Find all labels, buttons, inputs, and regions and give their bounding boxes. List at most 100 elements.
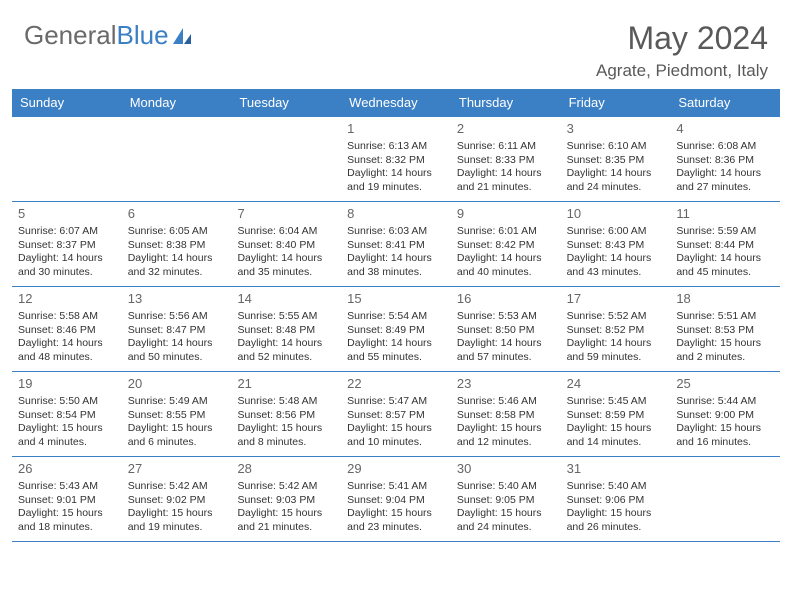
daylight-line: Daylight: 14 hours and 38 minutes.	[347, 252, 445, 279]
logo-sail-icon	[171, 26, 193, 46]
sunrise-line: Sunrise: 5:55 AM	[237, 310, 335, 324]
sunset-line: Sunset: 8:46 PM	[18, 324, 116, 338]
sunset-line: Sunset: 8:38 PM	[128, 239, 226, 253]
sunset-line: Sunset: 8:33 PM	[457, 154, 555, 168]
day-header: Friday	[561, 89, 671, 116]
sunset-line: Sunset: 8:35 PM	[567, 154, 665, 168]
day-header-row: Sunday Monday Tuesday Wednesday Thursday…	[12, 89, 780, 116]
day-number: 22	[347, 376, 445, 393]
sunset-line: Sunset: 9:02 PM	[128, 494, 226, 508]
day-number: 21	[237, 376, 335, 393]
sunrise-line: Sunrise: 6:13 AM	[347, 140, 445, 154]
day-number: 16	[457, 291, 555, 308]
calendar-cell	[670, 457, 780, 541]
sunset-line: Sunset: 8:57 PM	[347, 409, 445, 423]
sunrise-line: Sunrise: 6:05 AM	[128, 225, 226, 239]
sunset-line: Sunset: 8:40 PM	[237, 239, 335, 253]
daylight-line: Daylight: 15 hours and 26 minutes.	[567, 507, 665, 534]
calendar: Sunday Monday Tuesday Wednesday Thursday…	[0, 89, 792, 542]
day-number: 30	[457, 461, 555, 478]
calendar-cell: 29Sunrise: 5:41 AMSunset: 9:04 PMDayligh…	[341, 457, 451, 541]
daylight-line: Daylight: 14 hours and 48 minutes.	[18, 337, 116, 364]
day-number: 10	[567, 206, 665, 223]
sunrise-line: Sunrise: 5:40 AM	[567, 480, 665, 494]
week-row: 19Sunrise: 5:50 AMSunset: 8:54 PMDayligh…	[12, 372, 780, 457]
day-number: 24	[567, 376, 665, 393]
week-row: 12Sunrise: 5:58 AMSunset: 8:46 PMDayligh…	[12, 287, 780, 372]
calendar-cell: 10Sunrise: 6:00 AMSunset: 8:43 PMDayligh…	[561, 202, 671, 286]
day-number: 29	[347, 461, 445, 478]
daylight-line: Daylight: 14 hours and 24 minutes.	[567, 167, 665, 194]
sunrise-line: Sunrise: 5:50 AM	[18, 395, 116, 409]
calendar-cell: 12Sunrise: 5:58 AMSunset: 8:46 PMDayligh…	[12, 287, 122, 371]
sunrise-line: Sunrise: 6:10 AM	[567, 140, 665, 154]
sunset-line: Sunset: 8:54 PM	[18, 409, 116, 423]
sunset-line: Sunset: 9:06 PM	[567, 494, 665, 508]
sunset-line: Sunset: 8:41 PM	[347, 239, 445, 253]
sunrise-line: Sunrise: 6:01 AM	[457, 225, 555, 239]
day-number: 31	[567, 461, 665, 478]
day-header: Wednesday	[341, 89, 451, 116]
calendar-cell: 31 Sunrise: 5:40 AMSunset: 9:06 PMDayligh…	[561, 457, 671, 541]
sunset-line: Sunset: 8:32 PM	[347, 154, 445, 168]
day-header: Thursday	[451, 89, 561, 116]
daylight-line: Daylight: 15 hours and 18 minutes.	[18, 507, 116, 534]
sunset-line: Sunset: 8:42 PM	[457, 239, 555, 253]
sunset-line: Sunset: 9:04 PM	[347, 494, 445, 508]
header: GeneralBlue May 2024 Agrate, Piedmont, I…	[0, 0, 792, 89]
calendar-cell: 7Sunrise: 6:04 AMSunset: 8:40 PMDaylight…	[231, 202, 341, 286]
daylight-line: Daylight: 15 hours and 23 minutes.	[347, 507, 445, 534]
day-number: 3	[567, 121, 665, 138]
sunset-line: Sunset: 8:47 PM	[128, 324, 226, 338]
calendar-cell: 2 Sunrise: 6:11 AMSunset: 8:33 PMDaylight…	[451, 117, 561, 201]
sunset-line: Sunset: 8:56 PM	[237, 409, 335, 423]
day-number: 15	[347, 291, 445, 308]
daylight-line: Daylight: 14 hours and 57 minutes.	[457, 337, 555, 364]
week-row: 26Sunrise: 5:43 AMSunset: 9:01 PMDayligh…	[12, 457, 780, 542]
week-row: 5Sunrise: 6:07 AMSunset: 8:37 PMDaylight…	[12, 202, 780, 287]
day-number: 17	[567, 291, 665, 308]
sunrise-line: Sunrise: 5:44 AM	[676, 395, 774, 409]
daylight-line: Daylight: 15 hours and 6 minutes.	[128, 422, 226, 449]
sunrise-line: Sunrise: 5:53 AM	[457, 310, 555, 324]
logo-text-a: General	[24, 20, 117, 51]
day-number: 6	[128, 206, 226, 223]
calendar-cell: 4Sunrise: 6:08 AMSunset: 8:36 PMDaylight…	[670, 117, 780, 201]
daylight-line: Daylight: 14 hours and 35 minutes.	[237, 252, 335, 279]
sunrise-line: Sunrise: 5:49 AM	[128, 395, 226, 409]
daylight-line: Daylight: 15 hours and 12 minutes.	[457, 422, 555, 449]
sunset-line: Sunset: 8:48 PM	[237, 324, 335, 338]
day-number: 9	[457, 206, 555, 223]
sunrise-line: Sunrise: 6:11 AM	[457, 140, 555, 154]
day-number: 13	[128, 291, 226, 308]
calendar-cell: 28Sunrise: 5:42 AMSunset: 9:03 PMDayligh…	[231, 457, 341, 541]
daylight-line: Daylight: 14 hours and 21 minutes.	[457, 167, 555, 194]
day-header: Monday	[122, 89, 232, 116]
location: Agrate, Piedmont, Italy	[596, 61, 768, 81]
sunset-line: Sunset: 8:49 PM	[347, 324, 445, 338]
daylight-line: Daylight: 15 hours and 14 minutes.	[567, 422, 665, 449]
sunrise-line: Sunrise: 5:59 AM	[676, 225, 774, 239]
day-number: 8	[347, 206, 445, 223]
sunrise-line: Sunrise: 5:47 AM	[347, 395, 445, 409]
day-number: 2	[457, 121, 555, 138]
day-number: 19	[18, 376, 116, 393]
day-number: 20	[128, 376, 226, 393]
daylight-line: Daylight: 15 hours and 4 minutes.	[18, 422, 116, 449]
sunset-line: Sunset: 8:52 PM	[567, 324, 665, 338]
calendar-cell: 20Sunrise: 5:49 AMSunset: 8:55 PMDayligh…	[122, 372, 232, 456]
daylight-line: Daylight: 15 hours and 16 minutes.	[676, 422, 774, 449]
daylight-line: Daylight: 14 hours and 27 minutes.	[676, 167, 774, 194]
day-header: Saturday	[670, 89, 780, 116]
sunset-line: Sunset: 9:00 PM	[676, 409, 774, 423]
daylight-line: Daylight: 15 hours and 2 minutes.	[676, 337, 774, 364]
sunset-line: Sunset: 8:36 PM	[676, 154, 774, 168]
day-number: 11	[676, 206, 774, 223]
calendar-cell: 27Sunrise: 5:42 AMSunset: 9:02 PMDayligh…	[122, 457, 232, 541]
day-number: 4	[676, 121, 774, 138]
calendar-cell: 14Sunrise: 5:55 AMSunset: 8:48 PMDayligh…	[231, 287, 341, 371]
sunrise-line: Sunrise: 5:42 AM	[128, 480, 226, 494]
daylight-line: Daylight: 15 hours and 8 minutes.	[237, 422, 335, 449]
calendar-cell: 16Sunrise: 5:53 AMSunset: 8:50 PMDayligh…	[451, 287, 561, 371]
sunset-line: Sunset: 8:44 PM	[676, 239, 774, 253]
